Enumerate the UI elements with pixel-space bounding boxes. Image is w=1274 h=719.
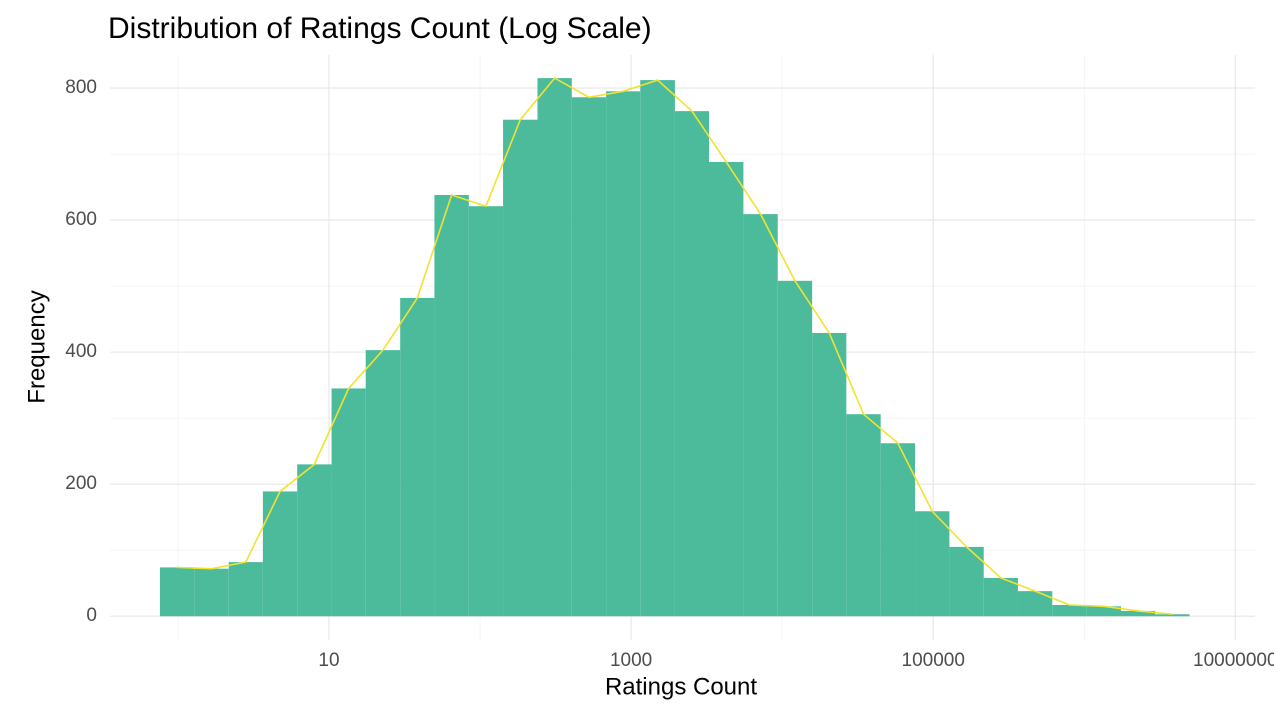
bar bbox=[1120, 610, 1156, 617]
bar bbox=[743, 214, 778, 617]
y-axis-title: Frequency bbox=[23, 290, 50, 403]
x-tick-label: 100000 bbox=[902, 650, 965, 671]
bar bbox=[674, 111, 710, 617]
chart-title: Distribution of Ratings Count (Log Scale… bbox=[108, 12, 652, 45]
bar bbox=[709, 161, 744, 617]
x-axis-title: Ratings Count bbox=[605, 673, 757, 700]
bar bbox=[1086, 606, 1121, 617]
bar bbox=[949, 546, 984, 617]
bar bbox=[915, 511, 950, 617]
bar bbox=[1052, 605, 1087, 617]
y-tick-label: 600 bbox=[65, 209, 97, 230]
bar bbox=[846, 414, 881, 617]
bar bbox=[262, 491, 298, 617]
bar bbox=[812, 332, 847, 617]
bar bbox=[880, 443, 916, 617]
bar bbox=[1017, 591, 1053, 617]
x-tick-label: 10000000 bbox=[1193, 650, 1274, 671]
bar bbox=[434, 194, 469, 617]
bar bbox=[983, 577, 1018, 617]
bar bbox=[777, 280, 813, 617]
bar bbox=[503, 119, 538, 617]
x-tick-label: 1000 bbox=[610, 650, 652, 671]
bar bbox=[640, 80, 675, 617]
bar bbox=[365, 350, 401, 617]
bar bbox=[1155, 614, 1190, 617]
bar bbox=[297, 464, 332, 617]
bar bbox=[331, 388, 366, 617]
frequency-line bbox=[177, 77, 1173, 616]
bar bbox=[537, 78, 572, 617]
y-tick-label: 0 bbox=[86, 605, 97, 626]
bar bbox=[606, 91, 641, 617]
bar bbox=[400, 297, 435, 617]
y-tick-label: 800 bbox=[65, 77, 97, 98]
y-tick-label: 200 bbox=[65, 473, 97, 494]
bar bbox=[468, 206, 504, 617]
bar bbox=[571, 97, 607, 617]
bar bbox=[228, 562, 263, 617]
y-tick-label: 400 bbox=[65, 341, 97, 362]
x-tick-label: 10 bbox=[318, 650, 339, 671]
bar bbox=[194, 568, 229, 617]
bar bbox=[159, 567, 195, 617]
